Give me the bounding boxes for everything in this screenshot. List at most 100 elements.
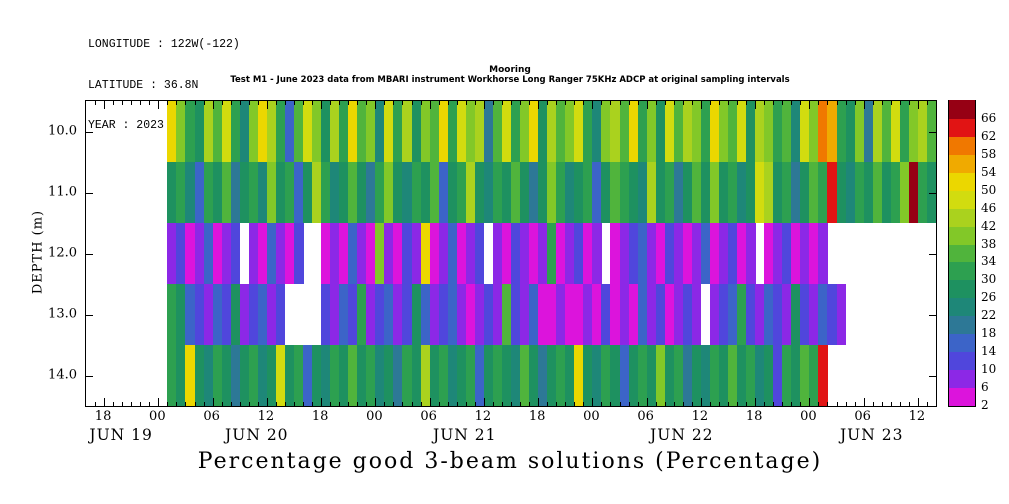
heatmap-cell — [655, 345, 666, 406]
heatmap-cell — [266, 223, 277, 284]
heatmap-cell — [818, 284, 828, 345]
heatmap-cell — [501, 284, 512, 345]
x-tick-mark — [881, 402, 883, 406]
heatmap-cell — [737, 345, 747, 406]
heatmap-cell — [565, 101, 575, 162]
heatmap-cell — [492, 101, 503, 162]
y-tick-mark — [929, 314, 936, 316]
heatmap-cell — [357, 223, 367, 284]
heatmap-cell — [248, 101, 259, 162]
heatmap-cell — [248, 162, 259, 223]
heatmap-cell — [800, 223, 810, 284]
heatmap-cell — [664, 162, 675, 223]
x-tick-mark — [592, 398, 594, 406]
heatmap-cell — [529, 284, 539, 345]
heatmap-cell — [818, 223, 828, 284]
x-tick-mark — [483, 101, 485, 109]
heatmap-cell — [357, 284, 367, 345]
heatmap-cell — [818, 101, 828, 162]
heatmap-cell — [646, 223, 657, 284]
x-tick-mark — [691, 101, 693, 105]
heatmap-cell — [438, 223, 449, 284]
x-tick-mark — [104, 398, 106, 406]
colorbar-tick-label: 54 — [981, 164, 997, 179]
heatmap-cell — [339, 162, 349, 223]
heatmap-cell — [746, 284, 756, 345]
heatmap-cell — [212, 101, 223, 162]
heatmap-cell — [718, 101, 729, 162]
heatmap-cell — [890, 162, 901, 223]
heatmap-cell — [447, 101, 458, 162]
heatmap-cell — [185, 101, 195, 162]
heatmap-cell — [782, 284, 792, 345]
x-tick-mark — [917, 101, 919, 109]
heatmap-cell — [176, 101, 186, 162]
colorbar-segment — [949, 387, 975, 406]
x-tick-label: 00 — [583, 409, 600, 424]
colorbar-tick-label: 58 — [981, 146, 997, 161]
heatmap-cell — [583, 223, 593, 284]
heatmap-cell — [764, 162, 774, 223]
x-tick-mark — [646, 398, 648, 406]
colorbar-segment — [949, 333, 975, 353]
y-tick-label: 14.0 — [48, 367, 77, 382]
heatmap-cell — [447, 284, 458, 345]
heatmap-cell — [167, 101, 177, 162]
heatmap-cell — [393, 223, 403, 284]
heatmap-cell — [755, 284, 765, 345]
heatmap-cell — [348, 162, 358, 223]
heatmap-cell — [845, 162, 856, 223]
heatmap-cell — [212, 284, 223, 345]
heatmap-cell — [773, 345, 783, 406]
x-tick-mark — [782, 101, 784, 105]
heatmap-cell — [221, 162, 232, 223]
x-tick-mark — [456, 402, 458, 406]
heatmap-cell — [547, 162, 557, 223]
heatmap-cell — [266, 162, 277, 223]
heatmap-cell — [230, 101, 241, 162]
x-tick-mark — [194, 402, 196, 406]
y-tick-mark — [929, 192, 936, 194]
colorbar-tick-label: 14 — [981, 344, 997, 359]
x-tick-mark — [628, 402, 630, 406]
x-tick-label: 00 — [149, 409, 166, 424]
x-tick-mark — [782, 402, 784, 406]
heatmap-cell — [303, 345, 313, 406]
heatmap-cell — [764, 101, 774, 162]
x-tick-mark — [321, 101, 323, 109]
heatmap-cell — [185, 162, 195, 223]
x-tick-mark — [284, 101, 286, 105]
x-tick-mark — [203, 101, 205, 105]
colorbar-segment — [949, 315, 975, 335]
heatmap-cell — [185, 223, 195, 284]
heatmap-cell — [718, 223, 729, 284]
x-tick-mark — [791, 101, 793, 105]
heatmap-cell — [908, 101, 919, 162]
x-tick-mark — [773, 402, 775, 406]
x-tick-mark — [131, 101, 133, 105]
heatmap-cell — [899, 162, 910, 223]
heatmap-cell — [664, 101, 675, 162]
heatmap-cell — [348, 223, 358, 284]
heatmap-cell — [330, 284, 340, 345]
heatmap-cell — [203, 284, 214, 345]
x-tick-mark — [773, 101, 775, 105]
heatmap-cell — [203, 345, 214, 406]
heatmap-cell — [529, 223, 539, 284]
heatmap-cell — [890, 101, 901, 162]
heatmap-cell — [501, 162, 512, 223]
x-tick-mark — [303, 402, 305, 406]
heatmap-cell — [520, 162, 530, 223]
x-tick-mark — [176, 402, 178, 406]
heatmap-cell — [520, 101, 530, 162]
heatmap-cell — [194, 162, 205, 223]
heatmap-cell — [691, 284, 702, 345]
heatmap-cell — [212, 345, 223, 406]
x-tick-mark — [836, 402, 838, 406]
x-tick-mark — [908, 101, 910, 105]
x-tick-mark — [664, 402, 666, 406]
heatmap-cell — [565, 162, 575, 223]
x-tick-label: 00 — [366, 409, 383, 424]
y-tick-label: 11.0 — [48, 184, 77, 199]
heatmap-cell — [194, 345, 205, 406]
